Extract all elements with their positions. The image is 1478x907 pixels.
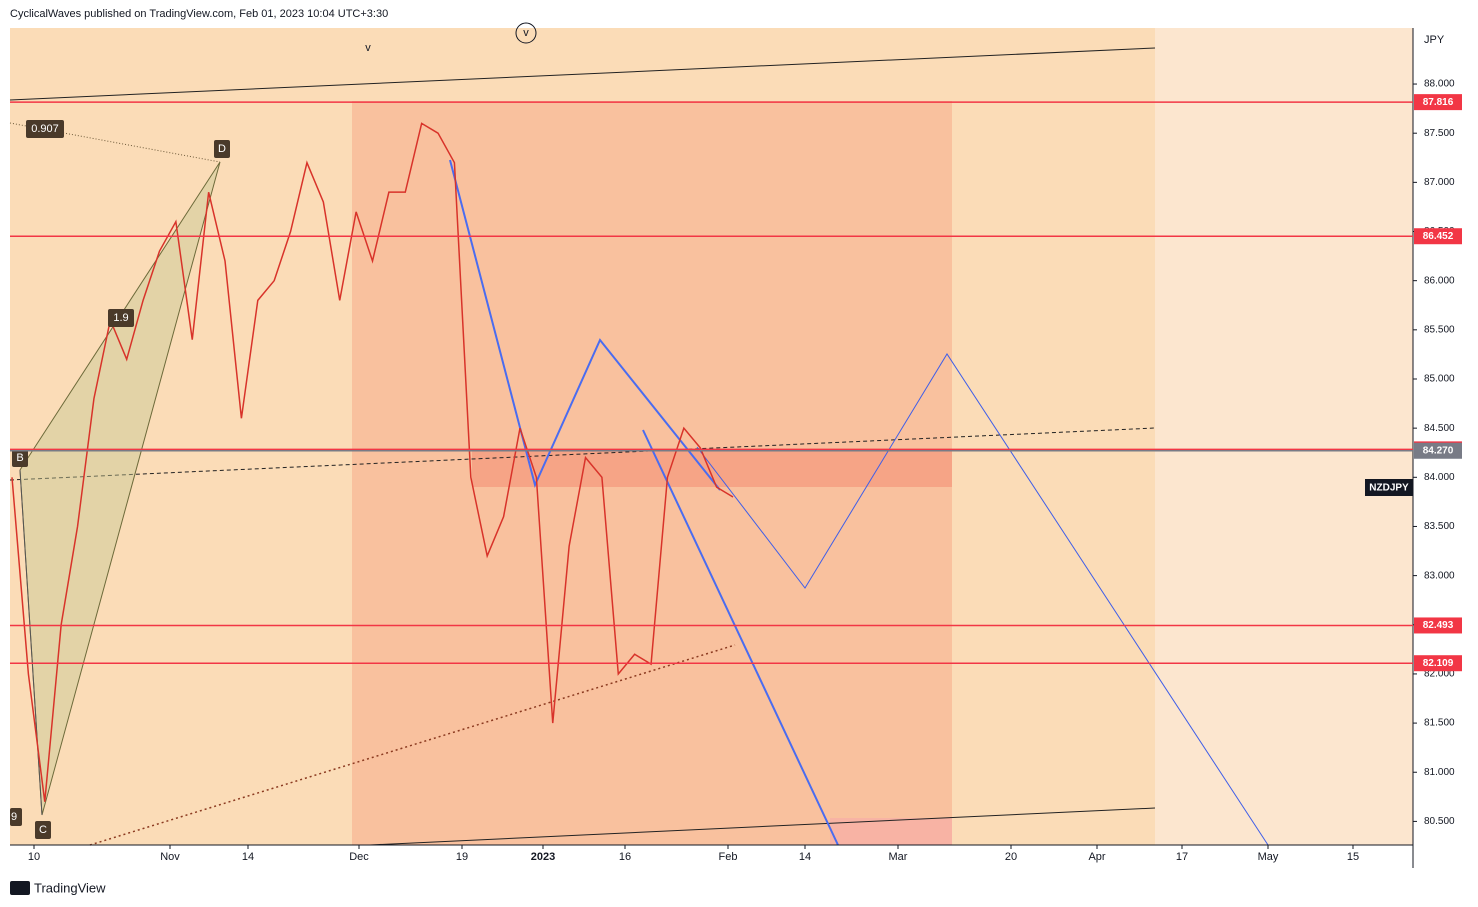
dashed-line	[9, 427, 1156, 481]
ratio-label: 1.9	[113, 312, 128, 324]
point-label: D	[218, 143, 226, 155]
level-label: 82.109	[1423, 658, 1454, 669]
y-tick-label: 83.000	[1424, 570, 1455, 581]
level-label: 86.452	[1423, 231, 1454, 242]
y-tick-label: 86.000	[1424, 275, 1455, 286]
level-label: 82.493	[1423, 620, 1454, 631]
y-tick-label: 83.500	[1424, 521, 1455, 532]
x-tick-label: 14	[799, 851, 811, 863]
y-tick-label: 84.000	[1424, 472, 1455, 483]
label-box	[214, 140, 230, 158]
y-tick-label: 88.000	[1424, 79, 1455, 90]
dotted-ratio	[9, 122, 221, 163]
x-tick-label: 2023	[531, 851, 555, 863]
brand: TradingView	[34, 880, 106, 895]
forecast-thick-leg	[642, 429, 839, 846]
x-tick-label: 16	[619, 851, 631, 863]
forecast-thin	[696, 353, 1269, 846]
brand-logo	[10, 881, 30, 895]
y-tick-label: 81.500	[1424, 718, 1455, 729]
wave-label: v	[523, 27, 529, 39]
x-tick-label: 20	[1005, 851, 1017, 863]
level-label: 84.270	[1423, 445, 1454, 456]
x-tick-label: 10	[28, 851, 40, 863]
x-tick-label: Mar	[889, 851, 908, 863]
level-label: 87.816	[1423, 97, 1454, 108]
forecast-thick	[449, 159, 721, 491]
x-tick-label: Feb	[719, 851, 738, 863]
ratio-label: 0.907	[31, 123, 59, 135]
y-tick-label: 80.500	[1424, 816, 1455, 827]
x-tick-label: 19	[456, 851, 468, 863]
x-tick-label: 14	[242, 851, 254, 863]
x-tick-label: Dec	[349, 851, 369, 863]
label-box	[35, 821, 51, 839]
label-box	[12, 449, 28, 467]
symbol-box	[1365, 479, 1413, 496]
level-box	[1414, 94, 1462, 111]
level-box	[1414, 617, 1462, 634]
channel-bottom	[369, 807, 1156, 846]
label-box	[10, 808, 22, 826]
wave-circle	[515, 22, 537, 44]
x-tick-label: Apr	[1088, 851, 1105, 863]
level-box	[1414, 655, 1462, 672]
channel-top	[9, 47, 1156, 101]
y-tick-label: 84.500	[1424, 423, 1455, 434]
currency: JPY	[1424, 34, 1445, 46]
label-box	[26, 120, 64, 138]
edge-label: 9	[11, 811, 17, 823]
level-box	[1414, 228, 1462, 245]
price-line	[11, 122, 734, 802]
publisher: CyclicalWaves published on TradingView.c…	[10, 8, 388, 20]
x-tick-label: May	[1258, 851, 1279, 863]
x-tick-label: 17	[1176, 851, 1188, 863]
wave-label: v	[365, 42, 371, 54]
label-box	[108, 309, 134, 327]
x-tick-label: Nov	[160, 851, 180, 863]
pattern-leg	[19, 469, 43, 816]
y-tick-label: 81.000	[1424, 767, 1455, 778]
point-label: B	[16, 452, 23, 464]
y-tick-label: 82.000	[1424, 669, 1455, 680]
symbol: NZDJPY	[1369, 483, 1409, 494]
x-tick-label: 15	[1347, 851, 1359, 863]
y-tick-label: 85.500	[1424, 324, 1455, 335]
point-label: C	[39, 824, 47, 836]
y-tick-label: 87.500	[1424, 128, 1455, 139]
y-tick-label: 87.000	[1424, 177, 1455, 188]
y-tick-label: 85.000	[1424, 374, 1455, 385]
level-box	[1414, 442, 1462, 459]
